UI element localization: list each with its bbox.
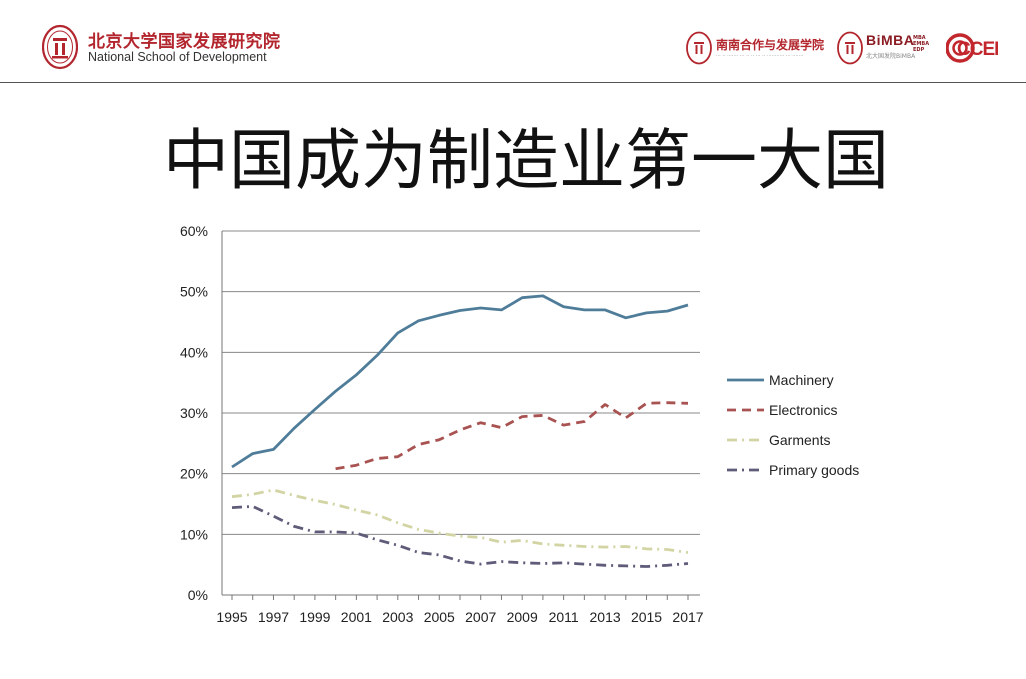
slide-title: 中国成为制造业第一大国: [163, 122, 889, 199]
legend-label-primary-goods: Primary goods: [769, 462, 859, 478]
x-tick-label: 2005: [424, 609, 455, 625]
legend-label-electronics: Electronics: [769, 402, 837, 418]
axis-layer: 0% 10% 20% 30% 40% 50% 60% 1995 1997 1999 2001 2003…: [180, 223, 704, 625]
series-line-electronics: [335, 401, 689, 471]
y-tick-label: 40%: [180, 344, 208, 360]
bimba-tag: MBA: [913, 35, 926, 41]
y-tick-label: 10%: [180, 526, 208, 542]
bimba-tag: EDP: [913, 47, 925, 53]
series-layer: [231, 294, 689, 568]
x-tick-label: 2011: [549, 609, 579, 625]
legend: Machinery Electronics Garments Primary good…: [727, 372, 859, 478]
x-tick-label: 2007: [465, 609, 496, 625]
legend-label-garments: Garments: [769, 432, 830, 448]
y-tick-label: 20%: [180, 466, 208, 482]
x-tick-label: 2009: [507, 609, 538, 625]
south-south-college-name: 南南合作与发展学院: [716, 38, 825, 52]
south-south-seal-icon: [686, 31, 712, 65]
y-tick-label: 0%: [188, 587, 208, 603]
school-name-chinese: 北京大学国家发展研究院: [88, 32, 281, 52]
x-tick-label: 2017: [672, 609, 703, 625]
x-tick-label: 1995: [216, 609, 247, 625]
bimba-tag: EMBA: [913, 41, 930, 47]
south-south-college-subtitle: ··· ·· ······· ··· ·· ·· ··· ·· ········…: [716, 53, 804, 59]
grid-layer: [222, 230, 700, 535]
bimba-program-tags: MBA EMBA EDP: [913, 35, 929, 53]
x-tick-label: 1999: [299, 609, 330, 625]
x-tick-label: 2001: [341, 609, 372, 625]
x-tick-label: 2013: [590, 609, 621, 625]
x-tick-label: 2003: [382, 609, 413, 625]
y-tick-label: 30%: [180, 405, 208, 421]
y-tick-label: 50%: [180, 284, 208, 300]
peking-university-seal-icon: [42, 24, 78, 70]
ccer-logo-text: CCER: [957, 39, 998, 60]
y-tick-label: 60%: [180, 223, 208, 239]
manufacturing-share-line-chart: 0% 10% 20% 30% 40% 50% 60% 1995 1997 1999 2001 2003…: [180, 223, 859, 625]
legend-label-machinery: Machinery: [769, 372, 834, 388]
ccer-logo-icon: CCER: [946, 33, 998, 63]
series-line-primary-goods: [231, 505, 689, 568]
series-line-machinery: [231, 294, 689, 469]
bimba-subtitle: 北大国发院BiMBA: [866, 53, 916, 60]
bimba-seal-icon: [837, 31, 863, 65]
school-name-english: National School of Development: [88, 50, 267, 64]
x-tick-label: 2015: [631, 609, 662, 625]
series-line-garments: [231, 488, 689, 554]
header-divider: [0, 82, 1026, 83]
x-tick-label: 1997: [258, 609, 289, 625]
slide-header: 北京大学国家发展研究院 National School of Developme…: [0, 0, 1026, 82]
bimba-logo-text: BiMBA: [866, 32, 915, 48]
